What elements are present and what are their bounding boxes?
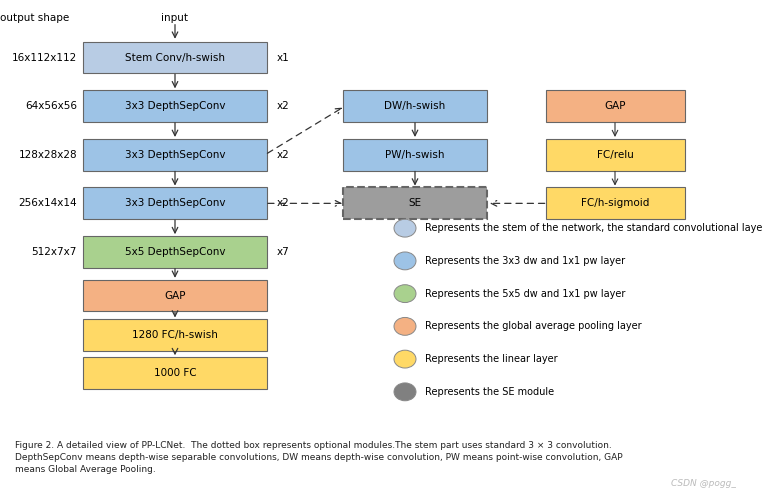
Text: DW/h-swish: DW/h-swish: [384, 101, 446, 111]
Text: FC/h-sigmoid: FC/h-sigmoid: [581, 198, 649, 208]
FancyBboxPatch shape: [83, 90, 267, 122]
Text: 5x5 DepthSepConv: 5x5 DepthSepConv: [125, 247, 226, 257]
Text: Stem Conv/h-swish: Stem Conv/h-swish: [125, 53, 225, 62]
Text: output shape: output shape: [0, 13, 69, 23]
Text: Represents the 5x5 dw and 1x1 pw layer: Represents the 5x5 dw and 1x1 pw layer: [425, 289, 626, 299]
Text: 128x28x28: 128x28x28: [18, 150, 77, 160]
FancyBboxPatch shape: [343, 139, 487, 171]
Text: FC/relu: FC/relu: [597, 150, 633, 160]
Text: 3x3 DepthSepConv: 3x3 DepthSepConv: [125, 101, 226, 111]
Text: Represents the linear layer: Represents the linear layer: [425, 354, 558, 364]
FancyBboxPatch shape: [83, 280, 267, 311]
Text: Represents the global average pooling layer: Represents the global average pooling la…: [425, 321, 642, 331]
Text: 512x7x7: 512x7x7: [32, 247, 77, 257]
Text: 256x14x14: 256x14x14: [18, 198, 77, 208]
Text: Represents the SE module: Represents the SE module: [425, 387, 554, 397]
FancyBboxPatch shape: [546, 90, 684, 122]
FancyBboxPatch shape: [546, 187, 684, 219]
Text: input: input: [162, 13, 188, 23]
Text: Represents the 3x3 dw and 1x1 pw layer: Represents the 3x3 dw and 1x1 pw layer: [425, 256, 625, 266]
Ellipse shape: [394, 350, 416, 368]
Text: Figure 2. A detailed view of PP-LCNet.  The dotted box represents optional modul: Figure 2. A detailed view of PP-LCNet. T…: [15, 441, 623, 474]
Text: 3x3 DepthSepConv: 3x3 DepthSepConv: [125, 198, 226, 208]
Text: Represents the stem of the network, the standard convolutional layer: Represents the stem of the network, the …: [425, 223, 762, 233]
Text: x2: x2: [277, 198, 290, 208]
Text: 1000 FC: 1000 FC: [154, 368, 197, 378]
Text: x1: x1: [277, 53, 290, 62]
Text: PW/h-swish: PW/h-swish: [386, 150, 445, 160]
FancyBboxPatch shape: [83, 236, 267, 268]
Text: GAP: GAP: [165, 291, 186, 301]
Text: SE: SE: [408, 198, 421, 208]
Text: 16x112x112: 16x112x112: [11, 53, 77, 62]
Ellipse shape: [394, 383, 416, 401]
Ellipse shape: [394, 317, 416, 335]
Text: x2: x2: [277, 101, 290, 111]
FancyBboxPatch shape: [83, 42, 267, 73]
Text: x2: x2: [277, 150, 290, 160]
Text: CSDN @pogg_: CSDN @pogg_: [671, 479, 736, 488]
FancyBboxPatch shape: [83, 187, 267, 219]
Ellipse shape: [394, 285, 416, 303]
FancyBboxPatch shape: [83, 139, 267, 171]
Text: x7: x7: [277, 247, 290, 257]
Text: 3x3 DepthSepConv: 3x3 DepthSepConv: [125, 150, 226, 160]
Ellipse shape: [394, 252, 416, 270]
Text: 64x56x56: 64x56x56: [25, 101, 77, 111]
Text: 1280 FC/h-swish: 1280 FC/h-swish: [132, 330, 218, 340]
FancyBboxPatch shape: [546, 139, 684, 171]
Text: GAP: GAP: [604, 101, 626, 111]
FancyBboxPatch shape: [343, 187, 487, 219]
FancyBboxPatch shape: [83, 357, 267, 389]
FancyBboxPatch shape: [343, 90, 487, 122]
FancyBboxPatch shape: [83, 319, 267, 351]
Ellipse shape: [394, 219, 416, 237]
